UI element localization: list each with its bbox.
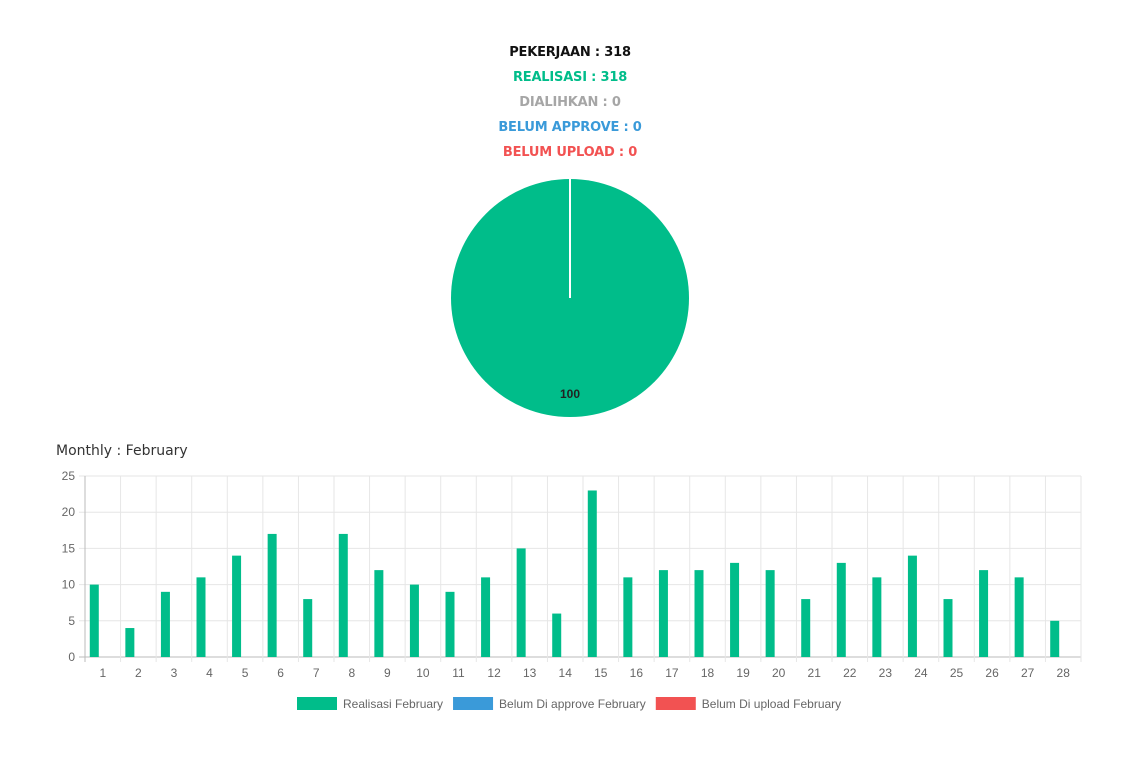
y-tick-label: 0 bbox=[68, 650, 75, 664]
bar-realisasi bbox=[1050, 620, 1060, 657]
legend-swatch bbox=[453, 697, 494, 710]
bar-realisasi bbox=[587, 490, 597, 657]
legend-label: Realisasi February bbox=[343, 697, 443, 711]
x-tick-label: 19 bbox=[736, 666, 750, 680]
x-tick-label: 13 bbox=[523, 666, 537, 680]
bar-realisasi bbox=[1014, 577, 1024, 657]
x-tick-label: 17 bbox=[665, 666, 679, 680]
x-tick-label: 2 bbox=[135, 666, 142, 680]
x-tick-label: 11 bbox=[452, 666, 465, 680]
x-tick-label: 21 bbox=[808, 666, 822, 680]
legend-swatch bbox=[297, 697, 337, 710]
bar-realisasi bbox=[125, 628, 135, 657]
x-tick-label: 6 bbox=[277, 666, 284, 680]
x-tick-label: 26 bbox=[985, 666, 999, 680]
x-tick-label: 1 bbox=[99, 666, 106, 680]
bar-realisasi bbox=[836, 562, 846, 657]
bar-realisasi bbox=[730, 562, 740, 657]
bar-realisasi bbox=[89, 584, 99, 657]
bar-realisasi bbox=[481, 577, 491, 657]
y-tick-label: 5 bbox=[68, 614, 75, 628]
x-tick-label: 23 bbox=[879, 666, 893, 680]
legend-label: Belum Di upload February bbox=[702, 697, 841, 711]
bar-realisasi bbox=[658, 570, 668, 657]
bar-realisasi bbox=[267, 533, 277, 657]
x-tick-label: 12 bbox=[487, 666, 501, 680]
bar-realisasi bbox=[694, 570, 704, 657]
bar-realisasi bbox=[232, 555, 242, 657]
x-tick-label: 24 bbox=[914, 666, 928, 680]
x-tick-label: 8 bbox=[348, 666, 355, 680]
x-tick-label: 7 bbox=[313, 666, 320, 680]
x-tick-label: 15 bbox=[594, 666, 608, 680]
x-tick-label: 10 bbox=[416, 666, 430, 680]
x-tick-label: 14 bbox=[559, 666, 573, 680]
legend-label: Belum Di approve February bbox=[499, 697, 646, 711]
y-tick-label: 10 bbox=[62, 578, 76, 592]
bar-realisasi bbox=[516, 548, 526, 657]
y-tick-label: 20 bbox=[62, 505, 76, 519]
x-tick-label: 4 bbox=[206, 666, 213, 680]
x-tick-label: 20 bbox=[772, 666, 786, 680]
monthly-title: Monthly : February bbox=[56, 443, 188, 459]
belum-upload-count: BELUM UPLOAD : 0 bbox=[502, 145, 638, 160]
pie-data-label: 100 bbox=[560, 387, 580, 401]
legend-item: Belum Di upload February bbox=[655, 697, 841, 711]
x-tick-label: 5 bbox=[242, 666, 249, 680]
bar-realisasi bbox=[445, 591, 455, 657]
x-tick-label: 28 bbox=[1057, 666, 1071, 680]
x-tick-label: 22 bbox=[843, 666, 857, 680]
bar-realisasi bbox=[409, 584, 419, 657]
belum-approve-count: BELUM APPROVE : 0 bbox=[498, 120, 642, 135]
legend-item: Belum Di approve February bbox=[453, 697, 646, 711]
bar-realisasi bbox=[872, 577, 882, 657]
bar-realisasi bbox=[907, 555, 917, 657]
bar-realisasi bbox=[979, 570, 989, 657]
x-tick-label: 16 bbox=[630, 666, 644, 680]
dialihkan-count: DIALIHKAN : 0 bbox=[519, 95, 621, 110]
bar-realisasi bbox=[943, 599, 953, 657]
legend-item: Realisasi February bbox=[297, 697, 443, 711]
bar-realisasi bbox=[765, 570, 775, 657]
bar-realisasi bbox=[801, 599, 811, 657]
x-tick-label: 9 bbox=[384, 666, 391, 680]
bar-realisasi bbox=[338, 533, 348, 657]
x-tick-label: 25 bbox=[950, 666, 964, 680]
x-tick-label: 27 bbox=[1021, 666, 1035, 680]
bar-realisasi bbox=[303, 599, 313, 657]
y-tick-label: 25 bbox=[62, 469, 76, 483]
realisasi-count: REALISASI : 318 bbox=[512, 70, 628, 85]
summary-header: PEKERJAAN : 318 REALISASI : 318 DIALIHKA… bbox=[0, 40, 1140, 165]
bar-realisasi bbox=[160, 591, 170, 657]
pekerjaan-count: PEKERJAAN : 318 bbox=[509, 45, 631, 60]
legend-swatch bbox=[655, 697, 696, 710]
x-tick-label: 3 bbox=[171, 666, 178, 680]
x-tick-label: 18 bbox=[701, 666, 715, 680]
bar-realisasi bbox=[623, 577, 633, 657]
pie-chart: 100 bbox=[451, 179, 689, 417]
y-tick-label: 15 bbox=[62, 541, 76, 555]
bar-realisasi bbox=[196, 577, 206, 657]
bar-realisasi bbox=[552, 613, 562, 657]
bar-realisasi bbox=[374, 570, 384, 657]
